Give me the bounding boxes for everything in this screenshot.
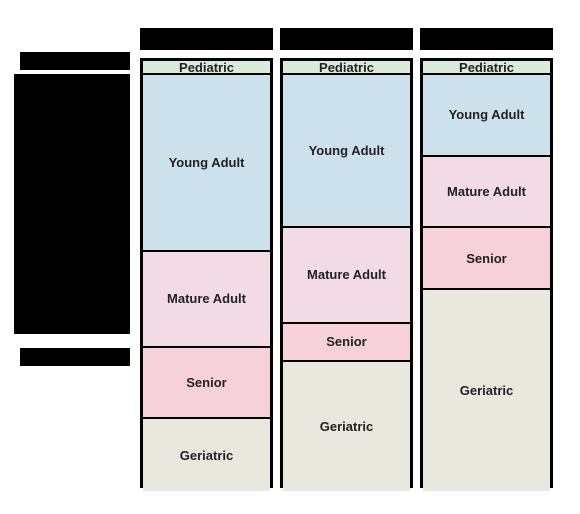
segment-geriatric: Geriatric <box>283 362 410 491</box>
row-label-block <box>14 74 130 334</box>
col-2: PediatricYoung AdultMature AdultSeniorGe… <box>280 58 413 488</box>
col-3: PediatricYoung AdultMature AdultSeniorGe… <box>420 58 553 488</box>
segment-young-adult: Young Adult <box>423 75 550 156</box>
segment-pediatric: Pediatric <box>423 61 550 75</box>
segment-mature-adult: Mature Adult <box>143 252 270 348</box>
segment-senior: Senior <box>143 348 270 420</box>
segment-pediatric: Pediatric <box>143 61 270 75</box>
segment-young-adult: Young Adult <box>283 75 410 228</box>
segment-pediatric: Pediatric <box>283 61 410 75</box>
segment-mature-adult: Mature Adult <box>423 157 550 229</box>
row-label-1 <box>20 52 130 70</box>
segment-senior: Senior <box>423 228 550 290</box>
column-header-3 <box>420 28 553 50</box>
col-1: PediatricYoung AdultMature AdultSeniorGe… <box>140 58 273 488</box>
column-header-1 <box>140 28 273 50</box>
segment-mature-adult: Mature Adult <box>283 228 410 324</box>
row-label-2 <box>20 348 130 366</box>
column-header-2 <box>280 28 413 50</box>
segment-senior: Senior <box>283 324 410 362</box>
segment-geriatric: Geriatric <box>143 419 270 491</box>
segment-young-adult: Young Adult <box>143 75 270 252</box>
segment-geriatric: Geriatric <box>423 290 550 491</box>
